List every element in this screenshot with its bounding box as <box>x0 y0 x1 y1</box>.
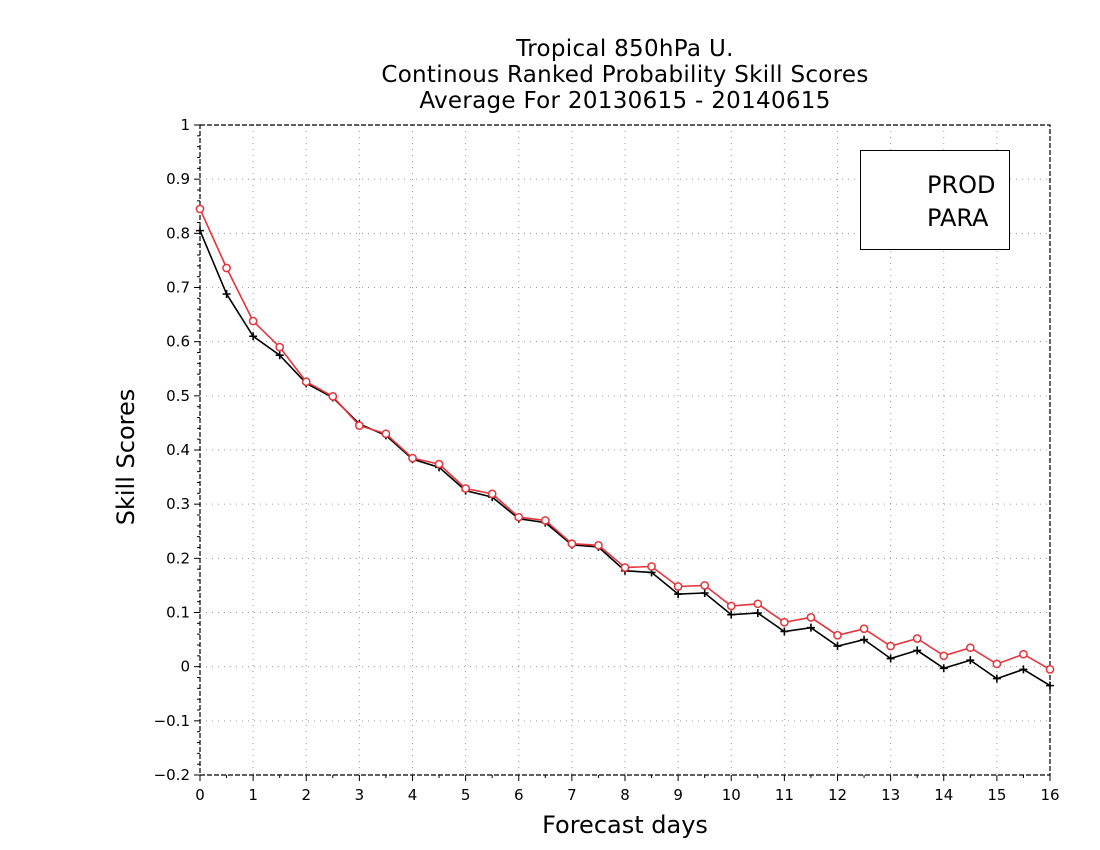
x-tick-label: 15 <box>987 786 1006 804</box>
data-point-prod <box>860 635 869 644</box>
y-tick-label: 0.8 <box>166 224 190 242</box>
data-point-prod <box>1019 665 1028 674</box>
y-tick-label: 1 <box>180 116 190 134</box>
data-point-para <box>673 582 683 591</box>
data-point-para <box>594 540 603 550</box>
y-tick-label: −0.2 <box>154 766 190 784</box>
x-tick-label: 10 <box>722 786 741 804</box>
x-tick-label: 7 <box>567 786 577 804</box>
series-line-para <box>199 208 1051 671</box>
x-tick-label: 13 <box>881 786 900 804</box>
data-point-para <box>912 634 922 643</box>
y-axis-label: Skill Scores <box>112 388 140 526</box>
data-point-prod <box>275 351 284 360</box>
data-point-para <box>620 563 630 572</box>
series-lines <box>195 204 1055 690</box>
chart-title-line-3: Average For 20130615 - 20140615 <box>419 88 831 114</box>
axis-ticks: −0.2−0.100.10.20.30.40.50.60.70.80.910 1 2… <box>154 116 1060 804</box>
data-point-para <box>859 624 869 634</box>
data-point-para <box>275 342 285 352</box>
data-point-para <box>806 613 816 622</box>
x-tick-label: 8 <box>620 786 630 804</box>
data-point-para <box>753 599 763 609</box>
data-point-para <box>487 489 497 499</box>
x-tick-label: 6 <box>514 786 524 804</box>
data-point-prod <box>886 654 895 663</box>
y-tick-label: 0.4 <box>166 441 190 459</box>
data-point-para <box>328 392 338 401</box>
y-tick-label: 0 <box>180 658 190 676</box>
data-point-prod <box>806 623 815 632</box>
data-point-para <box>700 581 710 590</box>
y-tick-label: 0.1 <box>166 604 190 622</box>
x-tick-label: 5 <box>461 786 471 804</box>
chart-title-line-1: Tropical 850hPa U. <box>516 36 734 62</box>
data-point-para <box>1045 665 1055 674</box>
data-point-para <box>1019 649 1028 659</box>
y-tick-label: 0.3 <box>166 495 190 513</box>
y-tick-label: 0.7 <box>166 279 190 297</box>
data-point-prod <box>700 589 709 597</box>
x-tick-label: 14 <box>934 786 953 804</box>
x-tick-label: 12 <box>828 786 847 804</box>
data-point-para <box>461 484 470 493</box>
data-point-prod <box>249 332 258 341</box>
data-point-para <box>195 204 205 214</box>
data-point-para <box>514 512 524 522</box>
data-point-prod <box>913 646 922 655</box>
data-point-para <box>647 562 656 571</box>
data-point-para <box>780 617 789 627</box>
data-point-prod <box>753 609 762 618</box>
data-point-para <box>248 316 258 326</box>
data-point-prod <box>833 642 842 651</box>
data-point-prod <box>674 590 683 599</box>
data-point-prod <box>196 226 204 235</box>
data-point-para <box>408 453 417 463</box>
x-tick-label: 3 <box>355 786 365 804</box>
data-point-para <box>355 421 364 430</box>
data-point-para <box>567 539 577 549</box>
y-tick-label: 0.6 <box>166 333 190 351</box>
x-tick-label: 1 <box>248 786 258 804</box>
data-point-prod <box>992 674 1001 683</box>
data-point-prod <box>727 610 736 619</box>
y-tick-label: 0.5 <box>166 387 190 405</box>
x-tick-label: 16 <box>1040 786 1059 804</box>
data-point-prod <box>1046 681 1054 690</box>
x-tick-label: 4 <box>408 786 418 804</box>
data-point-para <box>939 651 949 661</box>
data-point-para <box>833 630 842 640</box>
x-tick-label: 2 <box>301 786 311 804</box>
data-point-prod <box>780 627 789 636</box>
legend-label-prod: PROD <box>927 171 996 199</box>
chart-title-line-2: Continous Ranked Probability Skill Score… <box>381 62 869 88</box>
data-point-prod <box>966 656 975 665</box>
y-tick-label: −0.1 <box>154 712 190 730</box>
data-point-para <box>381 429 391 439</box>
data-point-para <box>965 643 975 653</box>
data-point-prod <box>222 290 231 298</box>
y-tick-label: 0.9 <box>166 170 190 188</box>
data-point-para <box>301 377 311 387</box>
data-point-para <box>222 263 231 273</box>
legend-label-para: PARA <box>927 204 989 232</box>
x-tick-label: 9 <box>673 786 683 804</box>
data-point-prod <box>939 664 948 673</box>
data-point-para <box>992 659 1002 669</box>
data-point-para <box>726 601 736 611</box>
data-point-para <box>886 641 895 651</box>
x-tick-label: 11 <box>775 786 794 804</box>
data-point-para <box>540 516 550 525</box>
y-tick-label: 0.2 <box>166 549 190 567</box>
x-axis-label: Forecast days <box>542 811 708 839</box>
legend: PROD PARA <box>860 150 1010 250</box>
data-point-para <box>434 459 444 469</box>
x-tick-label: 0 <box>195 786 205 804</box>
